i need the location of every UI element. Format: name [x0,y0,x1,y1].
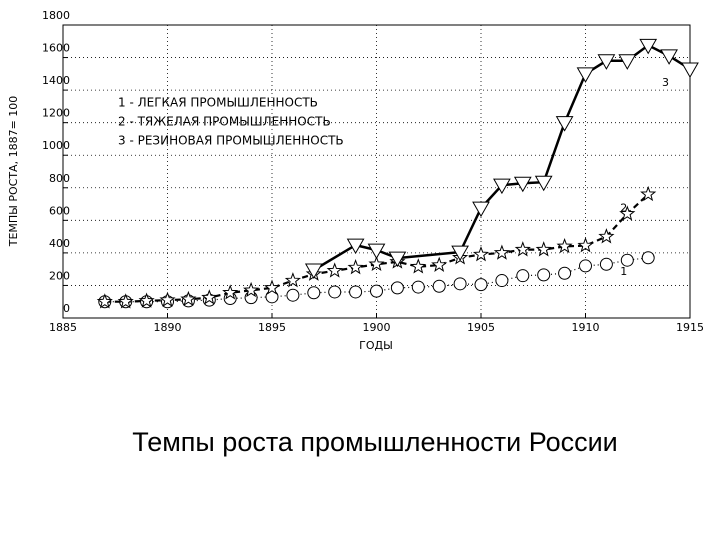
y-tick-label: 400 [49,237,70,250]
y-tick-label: 1200 [42,107,70,120]
marker [537,268,551,282]
marker [328,285,342,299]
marker [304,263,323,279]
marker [493,244,510,260]
marker [618,54,637,70]
x-tick-label: 1905 [467,321,495,334]
marker [347,259,364,275]
x-tick-label: 1910 [572,321,600,334]
marker [681,62,699,78]
x-tick-label: 1900 [363,321,391,334]
y-tick-label: 600 [49,204,70,217]
marker [286,288,300,302]
marker [411,280,425,294]
marker [138,292,155,308]
marker [349,285,363,299]
x-tick-label: 1915 [676,321,704,334]
y-tick-label: 1600 [42,42,70,55]
marker [326,262,343,278]
marker [579,259,592,273]
marker [388,251,407,268]
marker [284,272,301,288]
y-tick-label: 0 [63,302,70,315]
marker [222,284,239,300]
marker [493,178,511,195]
marker [597,54,616,70]
marker [432,279,446,293]
marker [514,241,531,257]
marker [410,258,427,274]
marker [641,251,655,265]
legend-entry: 2 - ТЯЖЕЛАЯ ПРОМЫШЛЕННОСТЬ [118,115,331,129]
marker [516,269,530,283]
series-line [313,43,691,272]
marker [390,281,404,295]
marker [535,241,552,257]
marker [159,291,176,307]
x-tick-label: 1885 [49,321,77,334]
x-tick-label: 1895 [258,321,286,334]
marker [307,286,321,300]
marker [599,257,613,271]
marker [368,255,385,272]
y-tick-label: 200 [49,269,70,282]
caption: Темпы роста промышленности России [132,427,618,457]
marker [180,290,197,307]
marker [472,201,490,218]
marker [243,281,260,298]
series-end-label: 3 [662,76,669,89]
x-tick-label: 1890 [154,321,182,334]
marker [598,228,615,244]
marker [451,245,469,262]
marker [495,274,509,288]
marker [263,279,281,295]
series-end-label: 1 [620,265,627,278]
marker [620,253,634,267]
y-axis-label: ТЕМПЫ РОСТА, 1887= 100 [7,96,20,248]
marker [513,176,532,193]
marker [640,185,657,202]
marker [474,278,488,292]
series-end-label: 2 [620,201,627,214]
marker [472,246,490,262]
marker [117,293,134,309]
y-tick-label: 800 [49,172,70,185]
marker [558,266,572,280]
marker [660,49,678,65]
marker [370,284,383,298]
plot-frame [62,24,691,319]
marker [367,243,386,260]
marker [431,256,448,272]
marker [556,237,573,254]
marker [96,293,113,309]
marker [639,38,658,55]
marker [453,277,467,291]
marker [534,175,553,192]
y-tick-label: 1400 [42,74,70,87]
legend-entry: 1 - ЛЕГКАЯ ПРОМЫШЛЕННОСТЬ [118,96,318,110]
marker [577,237,594,253]
y-tick-label: 1000 [42,139,70,152]
y-tick-label: 1800 [42,9,70,22]
marker [201,289,218,305]
marker [346,238,365,255]
x-axis-label: ГОДЫ [359,339,393,352]
marker [619,205,636,221]
marker [555,116,574,132]
legend-entry: 3 - РЕЗИНОВАЯ ПРОМЫШЛЕННОСТЬ [118,134,344,148]
marker [576,67,595,83]
